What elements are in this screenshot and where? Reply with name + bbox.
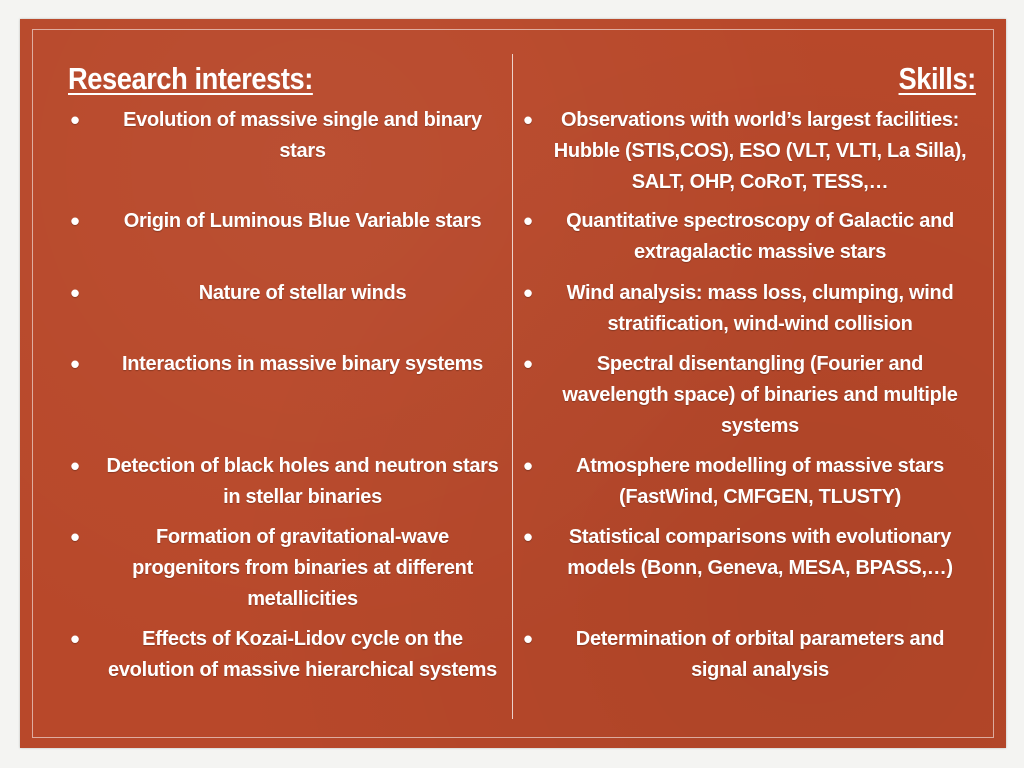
skill-item: • Statistical comparisons with evolution…	[518, 522, 970, 584]
skill-item: • Atmosphere modelling of massive stars …	[518, 451, 970, 513]
research-item-text: Origin of Luminous Blue Variable stars	[123, 210, 482, 232]
skill-item: • Observations with world’s largest faci…	[518, 105, 970, 198]
research-item-text: Effects of Kozai-Lidov cycle on the evol…	[108, 628, 497, 681]
bullet-icon: •	[70, 522, 80, 552]
skill-item-text: Statistical comparisons with evolutionar…	[567, 526, 953, 579]
skill-item-text: Determination of orbital parameters and …	[575, 628, 945, 681]
bullet-icon: •	[523, 349, 533, 379]
skills-title: Skills:	[898, 61, 977, 96]
research-item: • Nature of stellar winds	[65, 278, 500, 309]
bullet-icon: •	[70, 624, 80, 654]
skill-item: • Determination of orbital parameters an…	[518, 624, 970, 686]
skill-item-text: Atmosphere modelling of massive stars (F…	[576, 455, 944, 508]
skill-item-text: Quantitative spectroscopy of Galactic an…	[566, 210, 954, 263]
bullet-icon: •	[523, 624, 533, 654]
skill-item-text: Spectral disentangling (Fourier and wave…	[562, 353, 958, 437]
column-divider	[512, 54, 513, 719]
bullet-icon: •	[523, 451, 533, 481]
research-item-text: Nature of stellar winds	[198, 282, 407, 304]
skill-item-text: Observations with world’s largest facili…	[553, 109, 967, 193]
research-item-text: Evolution of massive single and binary s…	[123, 109, 482, 162]
bullet-icon: •	[523, 278, 533, 308]
research-interests-title: Research interests:	[68, 61, 313, 96]
bullet-icon: •	[70, 451, 80, 481]
research-item: • Effects of Kozai-Lidov cycle on the ev…	[65, 624, 500, 686]
research-item: • Origin of Luminous Blue Variable stars	[65, 206, 500, 237]
bullet-icon: •	[70, 349, 80, 379]
research-item-text: Detection of black holes and neutron sta…	[106, 455, 499, 508]
research-item: • Evolution of massive single and binary…	[65, 105, 500, 167]
skill-item-text: Wind analysis: mass loss, clumping, wind…	[566, 282, 954, 335]
bullet-icon: •	[70, 206, 80, 236]
bullet-icon: •	[523, 105, 533, 135]
research-item: • Detection of black holes and neutron s…	[65, 451, 500, 513]
bullet-icon: •	[70, 278, 80, 308]
research-item-text: Interactions in massive binary systems	[122, 353, 483, 375]
skill-item: • Spectral disentangling (Fourier and wa…	[518, 349, 970, 442]
skill-item: • Quantitative spectroscopy of Galactic …	[518, 206, 970, 268]
bullet-icon: •	[70, 105, 80, 135]
skill-item: • Wind analysis: mass loss, clumping, wi…	[518, 278, 970, 340]
research-item: • Interactions in massive binary systems	[65, 349, 500, 380]
bullet-icon: •	[523, 522, 533, 552]
research-item: • Formation of gravitational-wave progen…	[65, 522, 500, 615]
research-item-text: Formation of gravitational-wave progenit…	[132, 526, 473, 610]
slide: Research interests: Skills: • Evolution …	[20, 19, 1006, 748]
bullet-icon: •	[523, 206, 533, 236]
